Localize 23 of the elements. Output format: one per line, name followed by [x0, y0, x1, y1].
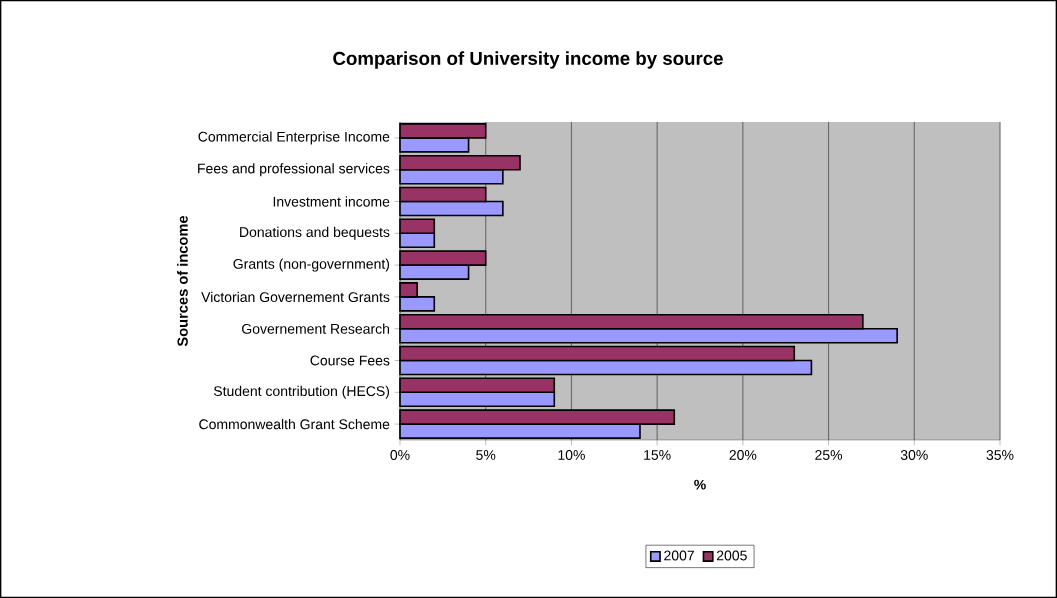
x-tick-label: 0%: [390, 450, 410, 460]
y-tick-label: Student contribution (HECS): [213, 385, 390, 399]
x-tick-label: 5%: [476, 450, 496, 460]
y-tick-label: Grants (non-government): [233, 258, 390, 272]
y-tick-label: Donations and bequests: [240, 226, 390, 240]
chart-title: Comparison of University income by source: [333, 51, 723, 69]
x-tick-label: 15%: [644, 450, 671, 460]
x-tick-label: 20%: [729, 450, 757, 460]
x-tick-label: 25%: [815, 450, 843, 460]
x-tick-label: 30%: [900, 450, 928, 460]
y-tick-label: Commonwealth Grant Scheme: [199, 418, 390, 430]
y-tick-label: Investment income: [273, 196, 390, 207]
x-tick-label: 35%: [986, 450, 1014, 460]
x-axis-title: %: [694, 479, 706, 490]
y-tick-label: Governement Research: [242, 323, 390, 334]
legend-label: 2007: [664, 550, 694, 561]
legend-label: 2005: [716, 550, 747, 561]
y-tick-label: Commercial Enterprise Income: [198, 131, 390, 145]
x-tick-label: 10%: [558, 450, 585, 460]
y-tick-label: Course Fees: [310, 355, 390, 366]
y-tick-label: Fees and professional services: [198, 163, 390, 177]
y-axis-title: Sources of income: [177, 215, 188, 347]
y-tick-label: Victorian Governement Grants: [201, 291, 390, 303]
